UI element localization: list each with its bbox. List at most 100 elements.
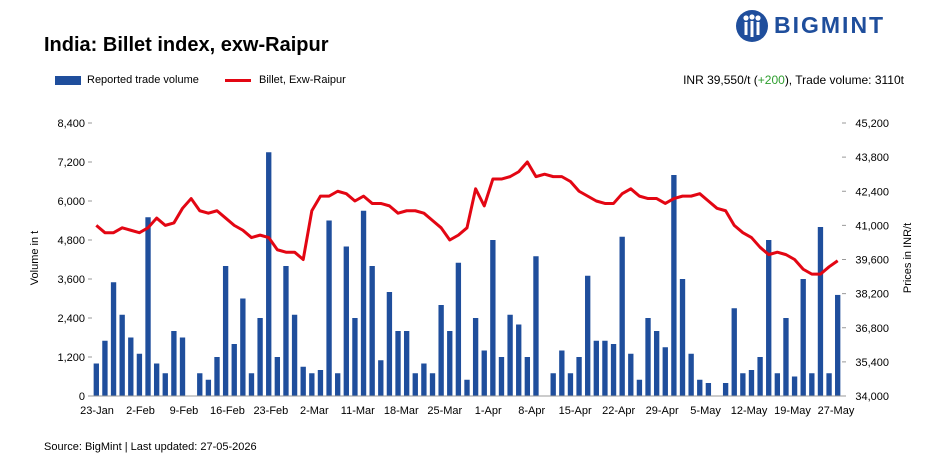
volume-bar	[291, 314, 298, 396]
legend-item-volume: Reported trade volume	[55, 74, 199, 86]
volume-bar	[102, 340, 108, 396]
y-left-ticks: 0 1,200 2,400 3,600 4,800 6,000 7,200 8,400	[57, 118, 92, 403]
volume-bar	[705, 383, 712, 396]
volume-bars	[93, 152, 841, 396]
volume-bar	[567, 373, 574, 396]
price-info-suffix: ), Trade volume: 3110t	[784, 73, 904, 87]
volume-bar	[317, 370, 324, 396]
x-tick-label: 23-Feb	[253, 405, 288, 417]
x-tick-label: 25-Mar	[427, 405, 462, 417]
y-right-tick-label: 34,000	[855, 391, 889, 403]
y-left-tick-label: 1,200	[57, 352, 85, 364]
volume-bar	[128, 337, 134, 396]
y-right-tick-label: 42,400	[855, 186, 889, 198]
volume-bar	[447, 331, 453, 396]
volume-bar	[593, 340, 599, 396]
volume-bar	[145, 217, 151, 396]
volume-bar	[619, 236, 625, 396]
y-right-ticks: 34,000 35,400 36,800 38,200 39,600 41,000 42,4…	[842, 118, 889, 403]
volume-bar	[524, 357, 531, 396]
y-right-tick-label: 41,000	[855, 220, 889, 232]
x-tick-label: 29-Apr	[646, 405, 679, 417]
volume-bar	[809, 373, 815, 396]
x-tick-label: 23-Jan	[80, 405, 114, 417]
volume-bar	[559, 350, 565, 396]
y-right-tick-label: 38,200	[855, 289, 889, 301]
volume-bar	[516, 324, 522, 396]
volume-bar	[757, 357, 763, 396]
chart-title: India: Billet index, exw-Raipur	[44, 34, 329, 56]
x-tick-label: 22-Apr	[602, 405, 635, 417]
x-tick-label: 11-Mar	[341, 405, 375, 417]
volume-bar	[740, 373, 746, 396]
volume-bar	[369, 266, 375, 396]
volume-bar	[679, 279, 686, 396]
x-tick-label: 2-Feb	[126, 405, 155, 417]
volume-bar	[817, 227, 824, 396]
volume-bar	[731, 308, 737, 396]
volume-bar	[498, 357, 505, 396]
y-right-tick-label: 43,800	[855, 152, 889, 164]
volume-bar	[378, 360, 384, 396]
volume-bar	[826, 373, 832, 396]
y-left-label: Volume in t	[29, 231, 41, 285]
bigmint-logo: BIGMINT	[734, 8, 904, 42]
price-change: +200	[757, 73, 785, 87]
bigmint-logo-icon	[736, 10, 768, 42]
legend-swatch-line	[225, 78, 251, 82]
volume-bar	[748, 370, 755, 396]
x-tick-label: 16-Feb	[210, 405, 245, 417]
y-left-tick-label: 7,200	[57, 157, 85, 169]
volume-bar	[662, 347, 668, 396]
source-note: Source: BigMint | Last updated: 27-05-20…	[44, 441, 257, 453]
volume-bar	[800, 279, 806, 396]
volume-bar	[653, 331, 660, 396]
y-left-tick-label: 2,400	[57, 313, 85, 325]
volume-bar	[550, 373, 556, 396]
volume-bar	[403, 331, 410, 396]
volume-bar	[783, 318, 789, 396]
volume-bar	[300, 366, 306, 396]
volume-bar	[257, 318, 263, 396]
volume-bar	[214, 357, 220, 396]
x-tick-label: 2-Mar	[300, 405, 329, 417]
volume-bar	[671, 175, 677, 396]
volume-bar	[722, 383, 729, 396]
volume-bar	[274, 357, 281, 396]
volume-bar	[697, 379, 703, 396]
y-left-tick-label: 8,400	[57, 118, 85, 130]
volume-bar	[222, 266, 229, 396]
volume-bar	[386, 292, 393, 396]
volume-bar	[610, 344, 617, 396]
y-right-tick-label: 39,600	[855, 255, 889, 267]
y-left-tick-label: 6,000	[57, 196, 85, 208]
volume-bar	[585, 275, 591, 396]
y-right-tick-label: 36,800	[855, 323, 889, 335]
volume-bar	[179, 337, 186, 396]
y-right-label: Prices in INR/t	[902, 223, 914, 293]
y-left-tick-label: 4,800	[57, 235, 85, 247]
legend-item-billet: Billet, Exw-Raipur	[225, 74, 346, 86]
y-left-tick-label: 3,600	[57, 274, 85, 286]
volume-bar	[429, 373, 436, 396]
price-line-group	[95, 160, 839, 276]
volume-bar	[352, 318, 358, 396]
volume-bar	[395, 331, 401, 396]
volume-bar	[490, 240, 496, 396]
volume-bar	[412, 373, 418, 396]
volume-bar	[171, 331, 177, 396]
volume-bar	[93, 363, 99, 396]
y-right-tick-label: 45,200	[855, 118, 889, 130]
volume-bar	[766, 240, 772, 396]
volume-bar	[835, 294, 841, 396]
x-tick-label: 19-May	[774, 405, 811, 417]
volume-bar	[266, 152, 272, 396]
volume-bar	[153, 363, 160, 396]
volume-bar	[472, 318, 479, 396]
volume-bar	[283, 266, 289, 396]
y-right-tick-label: 35,400	[855, 357, 889, 369]
volume-bar	[645, 318, 651, 396]
volume-bar	[240, 298, 246, 396]
x-tick-label: 12-May	[731, 405, 768, 417]
volume-bar	[119, 314, 125, 396]
